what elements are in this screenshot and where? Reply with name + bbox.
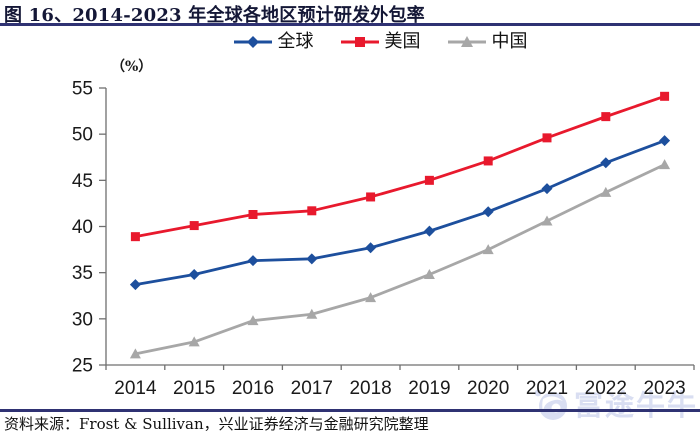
series-marker-global [659, 135, 671, 147]
series-marker-china [365, 292, 377, 303]
series-marker-china [247, 315, 259, 326]
source-attribution: 资料来源：Frost & Sullivan，兴业证券经济与金融研究院整理 [4, 415, 429, 433]
series-marker-global [188, 269, 200, 281]
legend-marker-us [340, 37, 379, 47]
title-divider-line [0, 23, 700, 26]
series-line-china [133, 163, 666, 356]
legend-label: 美国 [384, 31, 421, 52]
series-line-global [133, 139, 666, 287]
x-tick-label: 2017 [291, 378, 333, 399]
series-marker-us [424, 175, 434, 185]
series-marker-global [482, 206, 494, 218]
series-marker-us [130, 232, 140, 242]
legend-item-us: 美国 [340, 33, 421, 51]
legend-marker-china [447, 36, 486, 47]
x-tick-label: 2014 [114, 378, 157, 399]
y-axis-unit-label: （%） [111, 59, 153, 75]
series-marker-china [659, 159, 671, 170]
series-marker-us [189, 221, 199, 231]
y-tick-label: 55 [72, 79, 93, 100]
x-tick-label: 2021 [526, 378, 568, 399]
series-marker-china [306, 308, 318, 319]
series-marker-us [307, 206, 317, 216]
legend-item-global: 全球 [233, 33, 314, 51]
y-tick-label: 35 [72, 263, 93, 284]
series-marker-china [541, 215, 553, 226]
footer-divider-line [0, 409, 700, 412]
series-marker-global [365, 242, 377, 254]
x-tick-label: 2015 [173, 378, 215, 399]
series-marker-us [248, 209, 258, 219]
y-tick-label: 25 [72, 356, 93, 377]
legend-item-china: 中国 [447, 33, 528, 51]
y-tick-label: 40 [72, 217, 93, 238]
series-marker-us [483, 156, 493, 166]
x-tick-label: 2016 [232, 378, 274, 399]
legend-label: 中国 [491, 31, 528, 52]
legend-label: 全球 [277, 31, 314, 52]
series-marker-global [541, 183, 553, 195]
series-marker-china [188, 336, 200, 347]
series-marker-global [600, 157, 612, 169]
series-marker-china [600, 186, 612, 197]
legend-marker-global [233, 36, 272, 48]
series-marker-global [129, 279, 141, 291]
y-tick-label: 50 [72, 125, 93, 146]
y-tick-label: 45 [72, 171, 93, 192]
x-tick-label: 2023 [643, 378, 685, 399]
series-marker-global [247, 255, 259, 267]
y-tick-label: 30 [72, 309, 93, 330]
chart-legend: 全球 美国 中国 [60, 33, 700, 51]
series-marker-us [660, 91, 670, 101]
figure-title: 图 16、2014-2023 年全球各地区预计研发外包率 [4, 5, 425, 26]
series-line-us [133, 94, 666, 239]
series-marker-us [542, 133, 552, 143]
series-marker-us [366, 192, 376, 202]
series-marker-global [306, 253, 318, 265]
series-marker-us [601, 112, 611, 122]
x-tick-label: 2018 [349, 378, 391, 399]
series-marker-global [423, 225, 435, 237]
series-marker-china [423, 269, 435, 280]
series-marker-china [129, 348, 141, 359]
x-tick-label: 2022 [585, 378, 627, 399]
series-marker-china [482, 244, 494, 255]
x-tick-label: 2020 [467, 378, 509, 399]
x-tick-label: 2019 [408, 378, 450, 399]
